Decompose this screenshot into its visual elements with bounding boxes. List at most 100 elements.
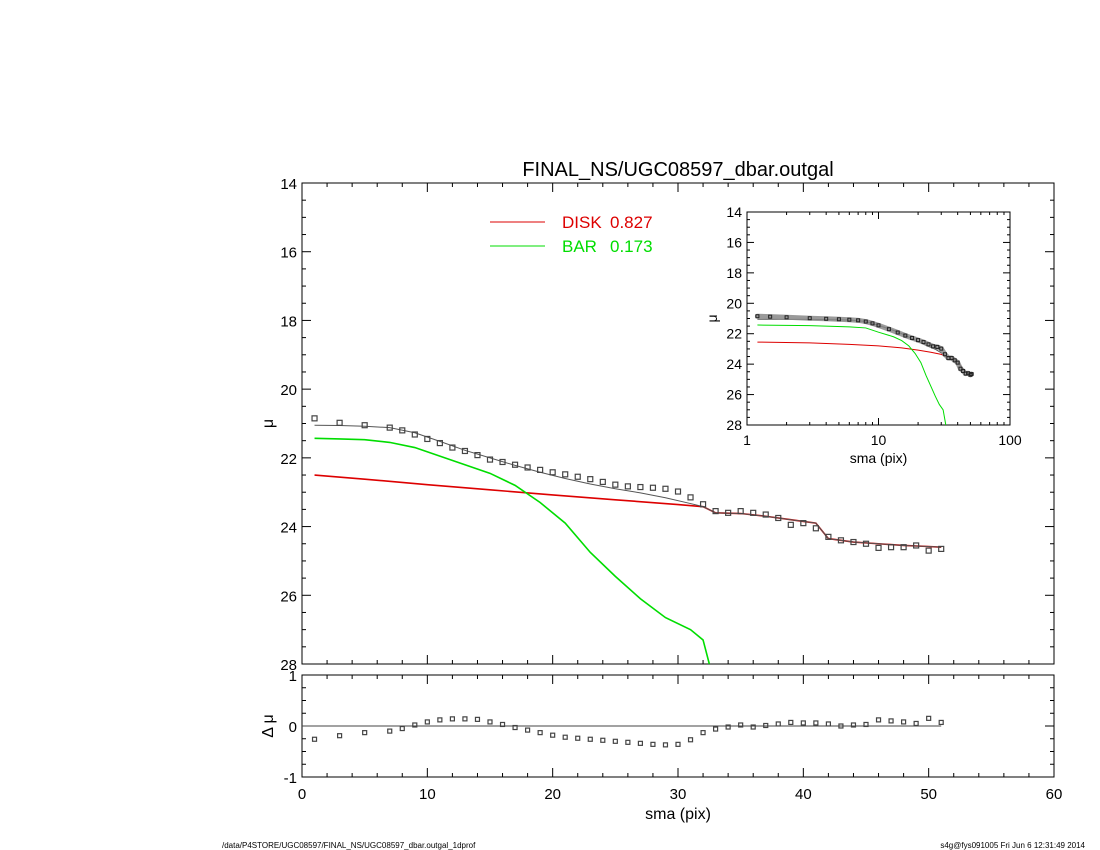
main-data-point [762, 511, 769, 518]
residual-xtick-label: 50 [920, 786, 937, 803]
inset-plot-area [754, 313, 975, 425]
residual-xtick-label: 20 [544, 786, 561, 803]
inset-data-point [863, 319, 868, 324]
main-ylabel: μ [260, 419, 277, 428]
main-data-point [386, 424, 393, 431]
residual-data-point [399, 725, 405, 732]
residual-data-point [337, 733, 343, 739]
main-data-point [725, 509, 732, 516]
residual-data-point [863, 721, 869, 728]
residual-xtick-label: 30 [670, 786, 687, 803]
main-data-point [875, 544, 882, 551]
main-data-point [524, 464, 531, 471]
main-data-point [938, 545, 945, 553]
main-ytick-label: 20 [280, 382, 297, 399]
main-plot-area [311, 415, 945, 664]
main-data-point [574, 473, 581, 480]
inset-data-point [916, 338, 921, 343]
inset-ytick-label: 20 [726, 295, 742, 311]
main-data-point [624, 483, 631, 490]
main-data-point [674, 488, 682, 495]
inset-ylabel: μ [704, 314, 720, 322]
residual-data-point [763, 722, 769, 729]
main-data-point [399, 427, 406, 434]
main-model-line [314, 424, 942, 548]
residual-data-point [524, 727, 531, 733]
residual-data-point [938, 719, 944, 726]
inset-data-point [935, 344, 940, 349]
inset-data-point [961, 368, 966, 373]
main-data-point [787, 521, 794, 528]
inset-xlabel: sma (pix) [850, 450, 908, 466]
main-data-point [750, 509, 757, 516]
residual-data-point [575, 735, 581, 741]
main-data-point [499, 458, 506, 466]
residual-data-point [650, 741, 656, 747]
main-series-line-disk [314, 474, 942, 548]
residual-data-point [900, 719, 907, 725]
footer-file-path: /data/P4STORE/UGC08597/FINAL_NS/UGC08597… [222, 841, 476, 850]
inset-data-point [895, 330, 900, 335]
main-data-point [887, 544, 895, 551]
inset-ytick-label: 16 [726, 234, 742, 250]
inset-data-point [886, 327, 891, 332]
residual-data-point [562, 734, 568, 740]
residual-data-point [926, 715, 932, 721]
main-ytick-label: 22 [280, 451, 297, 468]
inset-data-point [784, 315, 789, 320]
inset-data-point [955, 360, 960, 365]
main-data-point [925, 547, 932, 554]
inset-data-point [963, 371, 968, 376]
main-data-point [737, 508, 744, 515]
residual-data-point [412, 722, 418, 728]
residual-data-point [449, 716, 455, 722]
inset-ytick-label: 18 [726, 265, 742, 281]
residual-data-point [738, 722, 744, 728]
inset-data-point [768, 314, 773, 319]
residual-xtick-label: 40 [795, 786, 812, 803]
residual-ytick-label: 1 [289, 668, 297, 685]
main-data-point [549, 469, 556, 476]
inset-data-point [942, 352, 947, 357]
residual-xlabel: sma (pix) [645, 806, 711, 823]
residual-data-point [600, 737, 606, 743]
residual-data-point [512, 724, 518, 731]
residual-ytick-label: 0 [289, 719, 297, 736]
inset-data-point [807, 316, 812, 321]
residual-data-point [687, 737, 694, 743]
residual-data-point [499, 721, 506, 728]
inset-xtick-label: 10 [871, 432, 887, 448]
residual-data-point [537, 730, 543, 736]
residual-xtick-label: 10 [419, 786, 436, 803]
inset-data-point [921, 340, 926, 345]
residual-data-point [311, 736, 318, 742]
inset-data-point [949, 356, 954, 361]
inset-ytick-label: 14 [726, 204, 742, 220]
main-data-point [424, 435, 431, 443]
main-data-point [913, 542, 920, 549]
main-data-point [361, 422, 368, 429]
inset-data-point [755, 314, 760, 319]
main-data-point [336, 419, 343, 426]
residual-data-point [637, 740, 644, 746]
inset-data-point [836, 317, 841, 322]
main-ytick-label: 28 [280, 657, 297, 674]
residual-xtick-label: 0 [298, 786, 306, 803]
main-data-point [474, 452, 481, 459]
residual-data-point [913, 720, 919, 727]
residual-ytick-label: -1 [284, 770, 297, 787]
inset-data-point [824, 316, 829, 321]
main-data-point [775, 514, 782, 522]
inset-ytick-label: 28 [726, 417, 742, 433]
legend-value-bar: 0.173 [610, 237, 653, 256]
main-profile-panel: FINAL_NS/UGC08597_dbar.outgal 14 16 18 20 22 2… [260, 159, 1055, 674]
main-data-point [461, 447, 469, 455]
main-data-point [850, 538, 857, 546]
residual-data-point [825, 721, 832, 727]
residual-data-point [850, 722, 857, 728]
main-data-point [612, 481, 619, 488]
main-data-point [699, 501, 707, 508]
inset-data-point [856, 318, 861, 323]
main-data-point [599, 478, 606, 486]
